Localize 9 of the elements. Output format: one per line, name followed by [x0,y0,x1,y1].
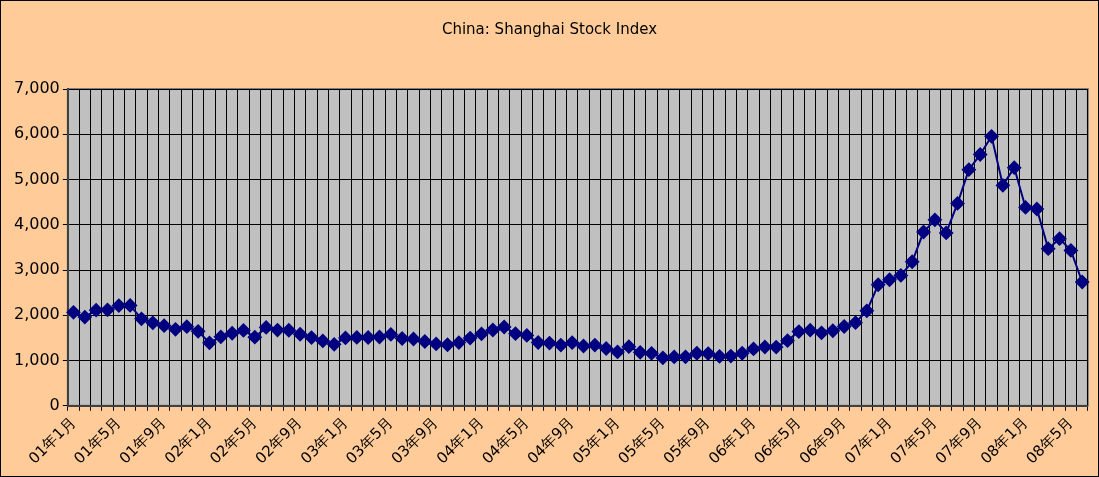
y-tick-label: 4,000 [13,213,60,233]
chart-title: China: Shanghai Stock Index [441,19,658,38]
y-tick-label: 5,000 [13,168,60,188]
y-tick-label: 2,000 [13,304,60,324]
y-tick-label: 3,000 [13,259,60,279]
y-tick-label: 0 [49,394,60,414]
y-tick-label: 1,000 [13,349,60,369]
y-tick-label: 7,000 [13,78,60,98]
y-tick-label: 6,000 [13,123,60,143]
